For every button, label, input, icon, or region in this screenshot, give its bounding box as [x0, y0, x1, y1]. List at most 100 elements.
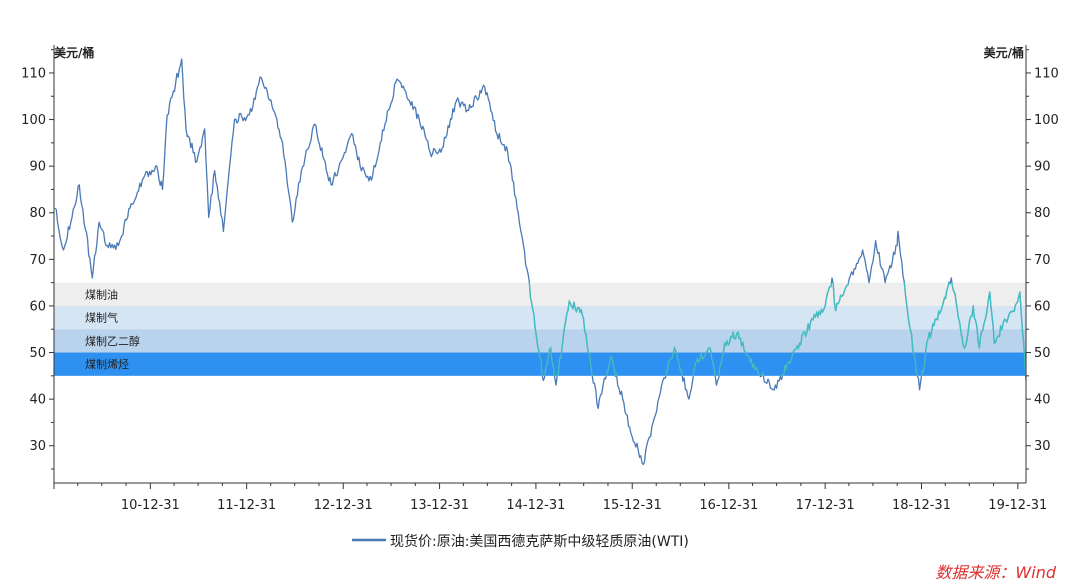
data-point-89	[989, 291, 991, 293]
y-tick-label-right: 80	[1034, 206, 1051, 221]
data-point-66	[761, 375, 763, 377]
data-point-73	[835, 310, 837, 312]
data-point-57	[662, 380, 664, 382]
cost-band-3	[54, 329, 1026, 353]
data-point-42	[484, 86, 486, 88]
data-point-31	[351, 133, 353, 135]
legend-label: 现货价:原油:美国西德克萨斯中级轻质原油(WTI)	[390, 533, 689, 550]
data-point-83	[927, 338, 929, 340]
data-point-6	[106, 245, 108, 247]
y-tick-label-left: 70	[29, 253, 46, 268]
data-point-40	[456, 100, 458, 102]
data-point-93	[1019, 291, 1021, 293]
y-tick-label-left: 60	[29, 299, 46, 314]
y-tick-label-right: 110	[1034, 66, 1059, 81]
data-point-12	[166, 114, 168, 116]
y-tick-label-left: 30	[29, 439, 46, 454]
cost-bands	[54, 282, 1026, 376]
data-point-33	[371, 179, 373, 181]
axes: 30 30 40 40 50 50 60 60 70 70 80 80 90 90 100 100 110 110…	[21, 45, 1059, 513]
data-point-78	[884, 282, 886, 284]
data-point-24	[282, 142, 284, 144]
data-point-84	[940, 310, 942, 312]
x-tick-label: 14-12-31	[506, 498, 565, 513]
data-point-67	[773, 389, 775, 391]
data-point-82	[919, 389, 921, 391]
data-point-21	[248, 114, 250, 116]
data-source-note: 数据来源：Wind	[935, 563, 1056, 582]
data-point-77	[875, 240, 877, 242]
y-tick-label-right: 40	[1034, 393, 1051, 408]
data-point-2	[63, 249, 65, 251]
data-point-25	[292, 221, 294, 223]
x-tick-label: 10-12-31	[121, 498, 180, 513]
data-point-88	[978, 347, 980, 349]
y-tick-label-right: 70	[1034, 253, 1051, 268]
data-point-52	[597, 408, 599, 410]
x-tick-label: 15-12-31	[603, 498, 662, 513]
data-point-54	[622, 398, 624, 400]
data-point-39	[440, 151, 442, 153]
data-point-45	[517, 212, 519, 214]
data-point-56	[643, 464, 645, 466]
data-point-27	[314, 123, 316, 125]
data-point-49	[555, 384, 557, 386]
x-tick-label: 12-12-31	[314, 498, 373, 513]
series-line-1	[54, 58, 1027, 466]
data-point-60	[696, 361, 698, 363]
data-point-43	[496, 133, 498, 135]
data-point-51	[582, 314, 584, 316]
data-point-15	[196, 161, 198, 163]
data-point-64	[736, 333, 738, 335]
data-point-50	[568, 300, 570, 302]
data-point-20	[234, 119, 236, 121]
y-tick-label-left: 90	[29, 160, 46, 175]
data-point-85	[951, 277, 953, 279]
x-tick-label: 11-12-31	[217, 498, 276, 513]
data-point-58	[674, 347, 676, 349]
data-point-28	[322, 156, 324, 158]
x-tick-label: 17-12-31	[796, 498, 855, 513]
data-point-59	[688, 398, 690, 400]
data-point-53	[610, 356, 612, 358]
x-tick-label: 16-12-31	[699, 498, 758, 513]
x-tick-label: 19-12-31	[988, 498, 1047, 513]
data-point-62	[716, 384, 718, 386]
y-axis-unit-right: 美元/桶	[984, 45, 1024, 60]
data-point-87	[972, 305, 974, 307]
y-tick-label-left: 100	[21, 113, 46, 128]
data-point-10	[155, 165, 157, 167]
data-point-32	[359, 165, 361, 167]
data-point-86	[964, 347, 966, 349]
data-point-74	[853, 268, 855, 270]
cost-band-4	[54, 352, 1026, 376]
legend: 现货价:原油:美国西德克萨斯中级轻质原油(WTI)	[352, 533, 689, 550]
cost-band-label-1: 煤制油	[85, 287, 118, 301]
data-point-46	[526, 268, 528, 270]
data-point-29	[330, 184, 332, 186]
data-point-4	[91, 277, 93, 279]
data-point-38	[429, 151, 431, 153]
data-point-81	[909, 324, 911, 326]
data-point-30	[342, 156, 344, 158]
data-point-34	[379, 142, 381, 144]
x-tick-label: 13-12-31	[410, 498, 469, 513]
data-point-69	[799, 342, 801, 344]
data-point-47	[542, 380, 544, 382]
data-point-70	[812, 319, 814, 321]
y-tick-label-right: 30	[1034, 439, 1051, 454]
data-point-75	[862, 249, 864, 251]
data-point-18	[214, 170, 216, 172]
data-point-3	[79, 184, 81, 186]
data-point-55	[629, 426, 631, 428]
data-point-61	[709, 347, 711, 349]
data-point-72	[831, 277, 833, 279]
y-tick-label-right: 100	[1034, 113, 1059, 128]
data-point-5	[98, 221, 100, 223]
data-point-63	[724, 342, 726, 344]
series-line-highlight-1	[528, 282, 1026, 376]
data-point-23	[273, 109, 275, 111]
data-point-68	[788, 361, 790, 363]
